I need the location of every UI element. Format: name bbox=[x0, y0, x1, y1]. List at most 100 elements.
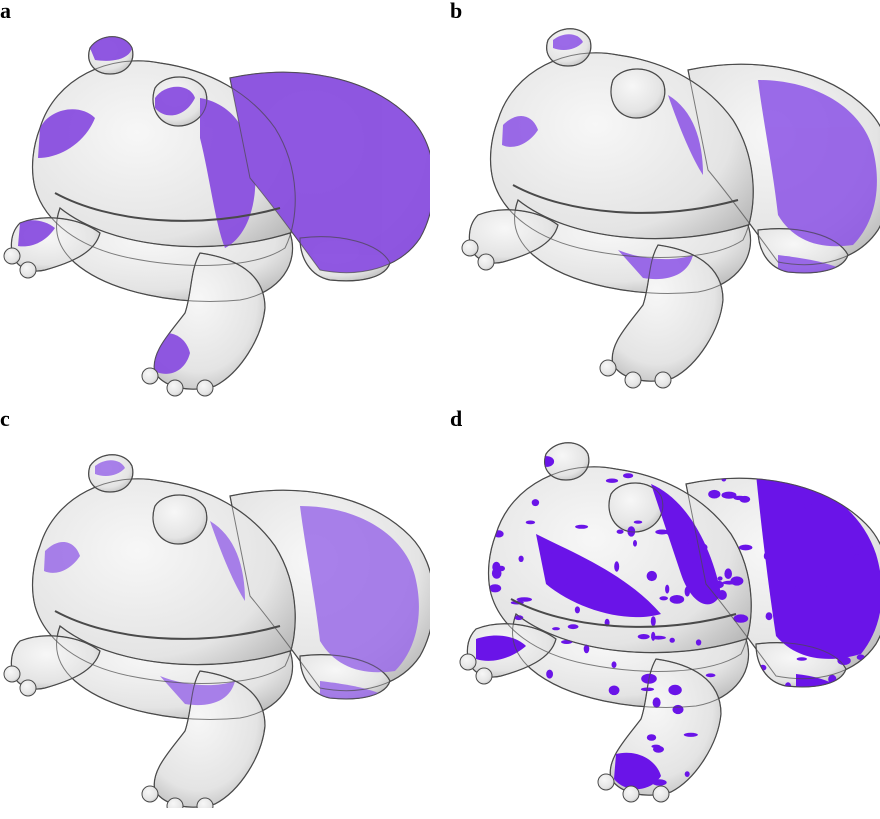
frog-toe bbox=[459, 653, 477, 671]
overlay-speckle bbox=[652, 779, 667, 786]
overlay-speckle bbox=[514, 615, 524, 621]
frog-belly-outline bbox=[56, 207, 294, 302]
frog-eye-left-outline bbox=[544, 442, 590, 481]
frog-mouth bbox=[512, 184, 739, 214]
overlay-speckle bbox=[650, 616, 656, 627]
overlay-speckle bbox=[478, 527, 485, 533]
overlay-speckle bbox=[478, 550, 490, 555]
overlay-patch bbox=[631, 442, 658, 461]
panel-label: a bbox=[0, 0, 11, 23]
frog-head-outline bbox=[488, 466, 752, 672]
overlay-speckle bbox=[665, 528, 675, 536]
overlay-speckle bbox=[735, 444, 740, 449]
frog-toe bbox=[196, 379, 214, 397]
overlay-speckle bbox=[580, 775, 585, 782]
overlay-region bbox=[502, 34, 877, 280]
overlay-speckle bbox=[596, 726, 606, 734]
frog-eye-left-outline bbox=[88, 454, 134, 493]
overlay-speckle bbox=[857, 621, 862, 628]
overlay-speckle bbox=[804, 701, 817, 710]
overlay-speckle bbox=[651, 631, 656, 641]
panel-label: d bbox=[450, 406, 463, 431]
overlay-speckle bbox=[518, 719, 534, 725]
overlay-patch bbox=[18, 220, 55, 247]
overlay-speckle bbox=[655, 529, 669, 535]
frog-eye-right-outline bbox=[610, 68, 666, 119]
overlay-speckle bbox=[471, 613, 481, 616]
overlay-speckle bbox=[765, 612, 773, 621]
frog-eye-right-outline bbox=[152, 494, 208, 545]
frog-toe bbox=[461, 239, 479, 257]
overlay-patch bbox=[758, 80, 877, 247]
overlay-speckle bbox=[652, 697, 661, 708]
overlay-speckle bbox=[794, 585, 800, 591]
overlay-speckle bbox=[567, 624, 579, 630]
overlay-speckle bbox=[501, 496, 507, 505]
overlay-speckle bbox=[614, 561, 620, 572]
overlay-speckle bbox=[575, 524, 589, 529]
overlay-speckle bbox=[859, 754, 867, 759]
overlay-speckle bbox=[637, 634, 650, 640]
overlay-patch bbox=[160, 676, 235, 706]
overlay-speckle bbox=[738, 544, 753, 551]
overlay-speckle bbox=[705, 673, 716, 678]
frog-belly-outline bbox=[512, 613, 750, 708]
overlay-speckle bbox=[848, 546, 863, 555]
frog-toe bbox=[622, 785, 640, 803]
frog-toe bbox=[624, 371, 642, 389]
overlay-speckle bbox=[710, 580, 724, 589]
overlay-speckle bbox=[583, 644, 590, 654]
overlay-speckle bbox=[519, 697, 534, 701]
frog-leg-left-outline bbox=[10, 217, 101, 272]
overlay-patch bbox=[618, 250, 693, 280]
frog-toe bbox=[196, 797, 214, 808]
overlay-speckle bbox=[724, 568, 732, 579]
frog-leg-right-outline bbox=[153, 670, 266, 808]
overlay-speckle bbox=[620, 761, 634, 773]
overlay-speckle bbox=[668, 684, 682, 696]
panel-label: c bbox=[0, 406, 10, 431]
frog-toe bbox=[166, 797, 184, 808]
overlay-speckle bbox=[582, 565, 591, 570]
overlay-speckle bbox=[651, 744, 661, 749]
overlay-speckle bbox=[479, 493, 492, 503]
overlay-patch bbox=[502, 115, 538, 147]
overlay-speckle bbox=[656, 496, 666, 502]
panel-d: d bbox=[450, 408, 880, 808]
overlay-patch bbox=[90, 36, 132, 61]
overlay-speckle bbox=[707, 592, 713, 604]
overlay-speckle bbox=[646, 734, 657, 741]
frog-toe bbox=[597, 773, 615, 791]
overlay-speckle bbox=[721, 491, 737, 499]
frog-eye-left-outline bbox=[546, 28, 592, 67]
overlay-speckle bbox=[733, 495, 746, 501]
overlay-speckle bbox=[471, 784, 484, 789]
overlay-patch bbox=[553, 34, 583, 50]
overlay-patch bbox=[44, 541, 80, 573]
overlay-speckle bbox=[818, 584, 828, 594]
overlay-speckle bbox=[721, 472, 730, 477]
frog-toe bbox=[654, 371, 672, 389]
frog-toe bbox=[477, 253, 495, 271]
overlay-speckle bbox=[854, 721, 870, 726]
overlay-speckle bbox=[691, 555, 698, 565]
overlay-speckle bbox=[608, 685, 620, 696]
overlay-speckle bbox=[592, 758, 604, 765]
frog-eye-right-outline bbox=[152, 76, 208, 127]
overlay-speckle bbox=[539, 786, 549, 792]
frog-head-outline bbox=[490, 52, 754, 258]
overlay-speckle bbox=[763, 552, 769, 560]
overlay-speckle bbox=[717, 576, 723, 581]
frog-leg-left-outline bbox=[10, 635, 101, 690]
overlay-speckle bbox=[708, 489, 721, 499]
overlay-speckle bbox=[693, 542, 708, 552]
overlay-speckle bbox=[525, 520, 536, 525]
frog-leg-right-outline bbox=[153, 252, 266, 390]
overlay-patch bbox=[756, 474, 880, 659]
frog-leg-right-outline bbox=[609, 658, 722, 796]
frog-toe bbox=[3, 247, 21, 265]
overlay-speckle bbox=[568, 771, 576, 781]
frog-leg-left-outline bbox=[468, 209, 559, 264]
overlay-speckle bbox=[733, 614, 749, 623]
overlay-speckle bbox=[717, 590, 727, 600]
